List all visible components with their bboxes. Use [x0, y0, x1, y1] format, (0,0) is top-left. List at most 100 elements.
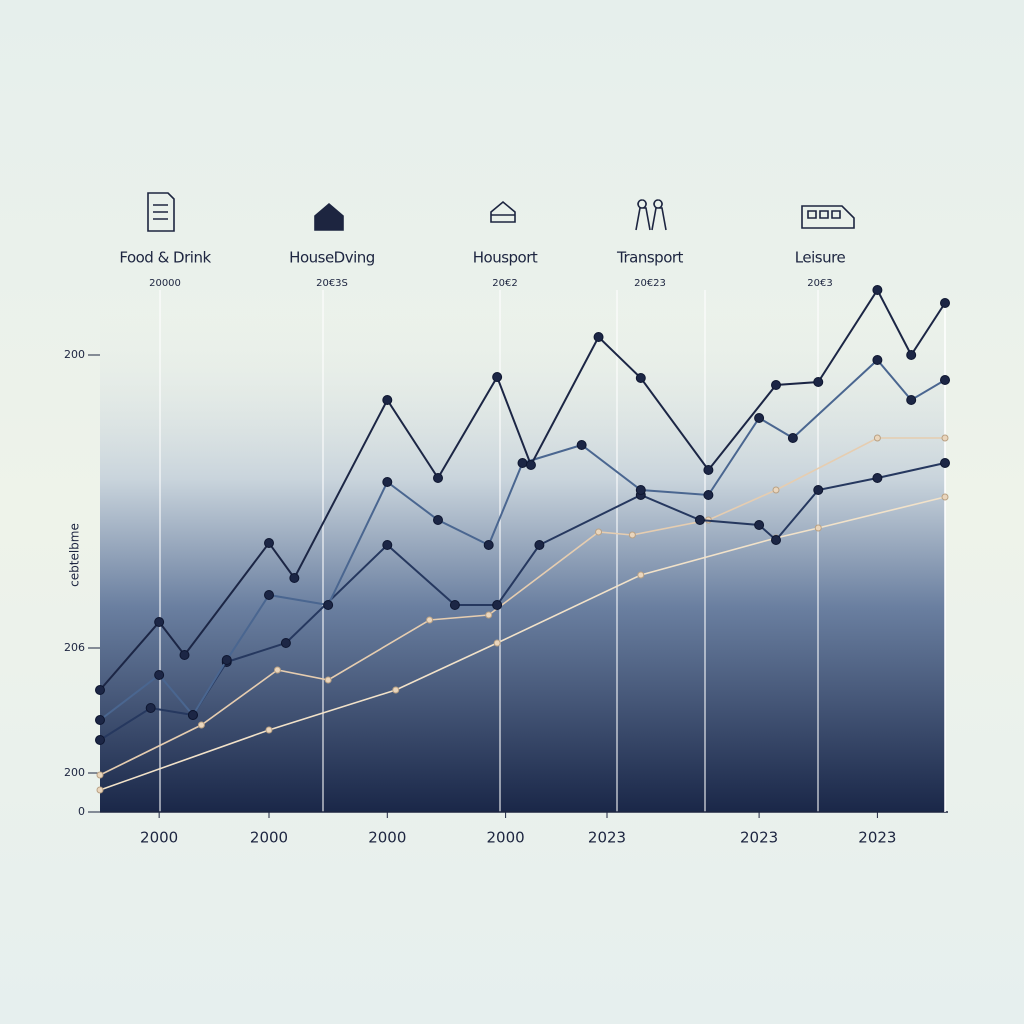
- point: [95, 735, 105, 745]
- point: [940, 375, 950, 385]
- point: [392, 686, 400, 694]
- point: [265, 726, 273, 734]
- header-sublabel: 20€2: [492, 278, 517, 289]
- header-label: HouseDving: [289, 249, 375, 267]
- line: [99, 358, 946, 721]
- y-tick-label: 206: [64, 641, 85, 654]
- y-tick-label: 0: [78, 805, 85, 818]
- point: [941, 434, 949, 442]
- header-sublabel: 20€23: [634, 278, 666, 289]
- icon-document: [147, 192, 175, 232]
- point: [382, 540, 393, 550]
- point: [273, 666, 281, 674]
- point: [485, 611, 493, 619]
- point: [323, 600, 334, 610]
- point: [703, 465, 714, 475]
- point: [576, 440, 587, 450]
- plot-area: [100, 300, 945, 812]
- point: [872, 285, 883, 295]
- point: [154, 670, 165, 680]
- icon-house-small: [490, 200, 516, 223]
- x-tick-label: 2000: [250, 829, 288, 847]
- point: [637, 571, 645, 579]
- x-tick-label: 2023: [858, 829, 896, 847]
- point: [813, 377, 824, 387]
- header-sublabel: 20€3S: [316, 278, 348, 289]
- point: [906, 350, 917, 360]
- header-sublabel: 20000: [149, 278, 181, 289]
- x-tick-label: 2000: [368, 829, 406, 847]
- point: [628, 531, 636, 539]
- point: [96, 771, 104, 779]
- y-tick-label: 200: [64, 348, 85, 361]
- point: [754, 520, 765, 530]
- point: [814, 524, 822, 532]
- point: [517, 458, 528, 468]
- point: [483, 540, 494, 550]
- line: [99, 437, 945, 776]
- icons: [147, 192, 855, 232]
- header-sublabel: 20€3: [807, 278, 832, 289]
- point: [906, 395, 917, 405]
- point: [449, 600, 460, 610]
- point: [382, 395, 393, 405]
- point: [787, 433, 798, 443]
- point: [197, 721, 205, 729]
- x-tick-label: 2023: [588, 829, 626, 847]
- point: [154, 617, 165, 627]
- icon-van: [801, 205, 855, 229]
- point: [324, 676, 332, 684]
- point: [771, 380, 781, 390]
- point: [754, 413, 765, 423]
- point: [264, 590, 274, 600]
- point: [593, 332, 604, 342]
- icon-people: [635, 199, 667, 231]
- point: [772, 486, 780, 494]
- point: [492, 372, 503, 382]
- header-label: Transport: [616, 249, 684, 267]
- point: [179, 650, 190, 660]
- point: [426, 616, 434, 624]
- point: [534, 540, 545, 550]
- point: [382, 477, 393, 487]
- point: [872, 355, 883, 365]
- header-label: Housport: [473, 249, 538, 267]
- point: [492, 600, 503, 610]
- header-label: Leisure: [795, 249, 846, 267]
- point: [595, 528, 603, 536]
- point: [264, 538, 274, 548]
- x-tick-label: 2023: [740, 829, 778, 847]
- point: [95, 715, 105, 725]
- point: [221, 655, 232, 665]
- x-tick-label: 2000: [140, 829, 178, 847]
- vertical-lines: [159, 290, 819, 812]
- y-tick-label: 200: [64, 766, 85, 779]
- point: [280, 638, 291, 648]
- icon-house: [314, 202, 344, 231]
- point: [635, 485, 646, 495]
- x-tick-label: 2000: [487, 829, 525, 847]
- point: [694, 515, 705, 525]
- header-label: Food & Drink: [119, 249, 211, 267]
- point: [635, 373, 646, 383]
- point: [145, 703, 156, 713]
- point: [525, 460, 536, 470]
- point: [703, 490, 714, 500]
- point: [813, 485, 824, 495]
- point: [95, 685, 105, 695]
- point: [493, 639, 501, 647]
- point: [940, 458, 950, 468]
- point: [940, 298, 950, 308]
- point: [941, 493, 949, 501]
- point: [771, 535, 781, 545]
- point: [187, 710, 198, 720]
- point: [433, 515, 443, 525]
- y-axis-label: cebtelbme: [68, 523, 82, 587]
- line: [99, 496, 946, 791]
- point: [433, 473, 443, 483]
- point: [96, 786, 104, 794]
- point: [872, 473, 883, 483]
- point: [289, 573, 300, 583]
